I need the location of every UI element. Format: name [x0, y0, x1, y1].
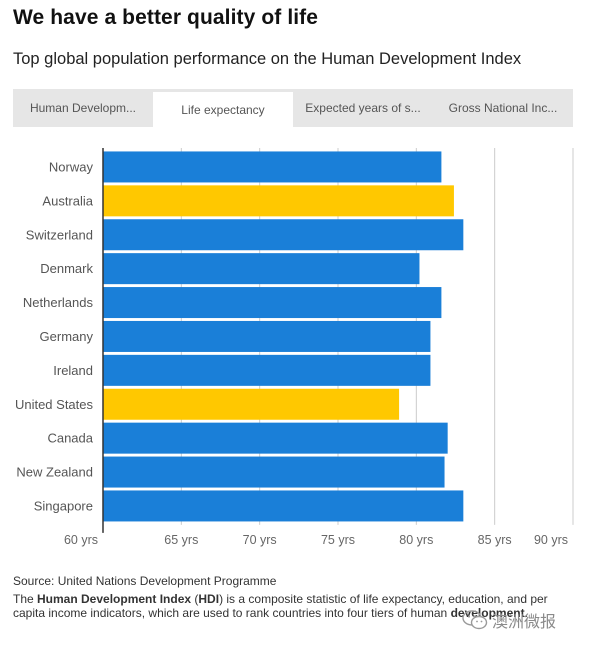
x-tick-label-80: 80 yrs	[399, 533, 433, 547]
bar-netherlands	[103, 287, 442, 319]
bar-germany	[103, 320, 431, 352]
bar-switzerland	[103, 219, 464, 251]
x-tick-label-65: 65 yrs	[164, 533, 198, 547]
tab-expected-years-schooling[interactable]: Expected years of s...	[305, 101, 421, 115]
note-part-3: ) is a composite statistic of life expec…	[13, 592, 548, 620]
category-label-germany: Germany	[40, 329, 94, 344]
category-label-ireland: Ireland	[53, 363, 93, 378]
bar-singapore	[103, 490, 464, 522]
x-tick-label-90: 90 yrs	[534, 533, 568, 547]
bar-canada	[103, 422, 448, 454]
category-label-australia: Australia	[42, 193, 93, 208]
bar-chart: Norway Australia Switzerland Denmark Netherl…	[0, 140, 589, 560]
bar-united-states	[103, 388, 400, 420]
note-part-1: The	[13, 592, 38, 606]
wechat-icon	[462, 610, 488, 630]
x-tick-label-85: 85 yrs	[478, 533, 512, 547]
tab-life-expectancy[interactable]: Life expectancy	[153, 92, 293, 127]
tab-human-development[interactable]: Human Developm...	[29, 101, 137, 115]
bar-australia	[103, 185, 454, 217]
hdi-note: The Human Development Index (HDI) is a c…	[13, 592, 573, 620]
metric-tabs: Human Developm... Life expectancy Expect…	[13, 89, 573, 127]
note-hdi: Human Development Index	[37, 592, 192, 606]
chart-subtitle: Top global population performance on the…	[13, 50, 522, 68]
category-label-new-zealand: New Zealand	[16, 465, 93, 480]
category-label-united-states: United States	[15, 397, 94, 412]
category-label-switzerland: Switzerland	[26, 227, 93, 242]
watermark: 澳洲微报	[462, 608, 556, 632]
bar-ireland	[103, 354, 431, 386]
bar-chart-svg: Norway Australia Switzerland Denmark Netherl…	[15, 148, 574, 547]
bar-new-zealand	[103, 456, 445, 488]
x-tick-label-60: 60 yrs	[64, 533, 98, 547]
x-tick-label-70: 70 yrs	[243, 533, 277, 547]
note-part-4: .	[524, 606, 528, 620]
note-part-2: (	[191, 592, 199, 606]
category-label-denmark: Denmark	[40, 261, 93, 276]
category-label-norway: Norway	[49, 159, 94, 174]
note-hdi-abbr: HDI	[198, 592, 220, 606]
source-note: Source: United Nations Development Progr…	[13, 574, 277, 588]
watermark-text: 澳洲微报	[492, 614, 557, 631]
chart-title: We have a better quality of life	[13, 6, 319, 29]
bar-denmark	[103, 253, 420, 285]
category-label-netherlands: Netherlands	[23, 295, 94, 310]
x-tick-label-75: 75 yrs	[321, 533, 355, 547]
tab-gross-national-income[interactable]: Gross National Inc...	[448, 101, 558, 115]
category-label-singapore: Singapore	[34, 498, 93, 513]
bar-norway	[103, 151, 442, 183]
category-label-canada: Canada	[47, 431, 93, 446]
